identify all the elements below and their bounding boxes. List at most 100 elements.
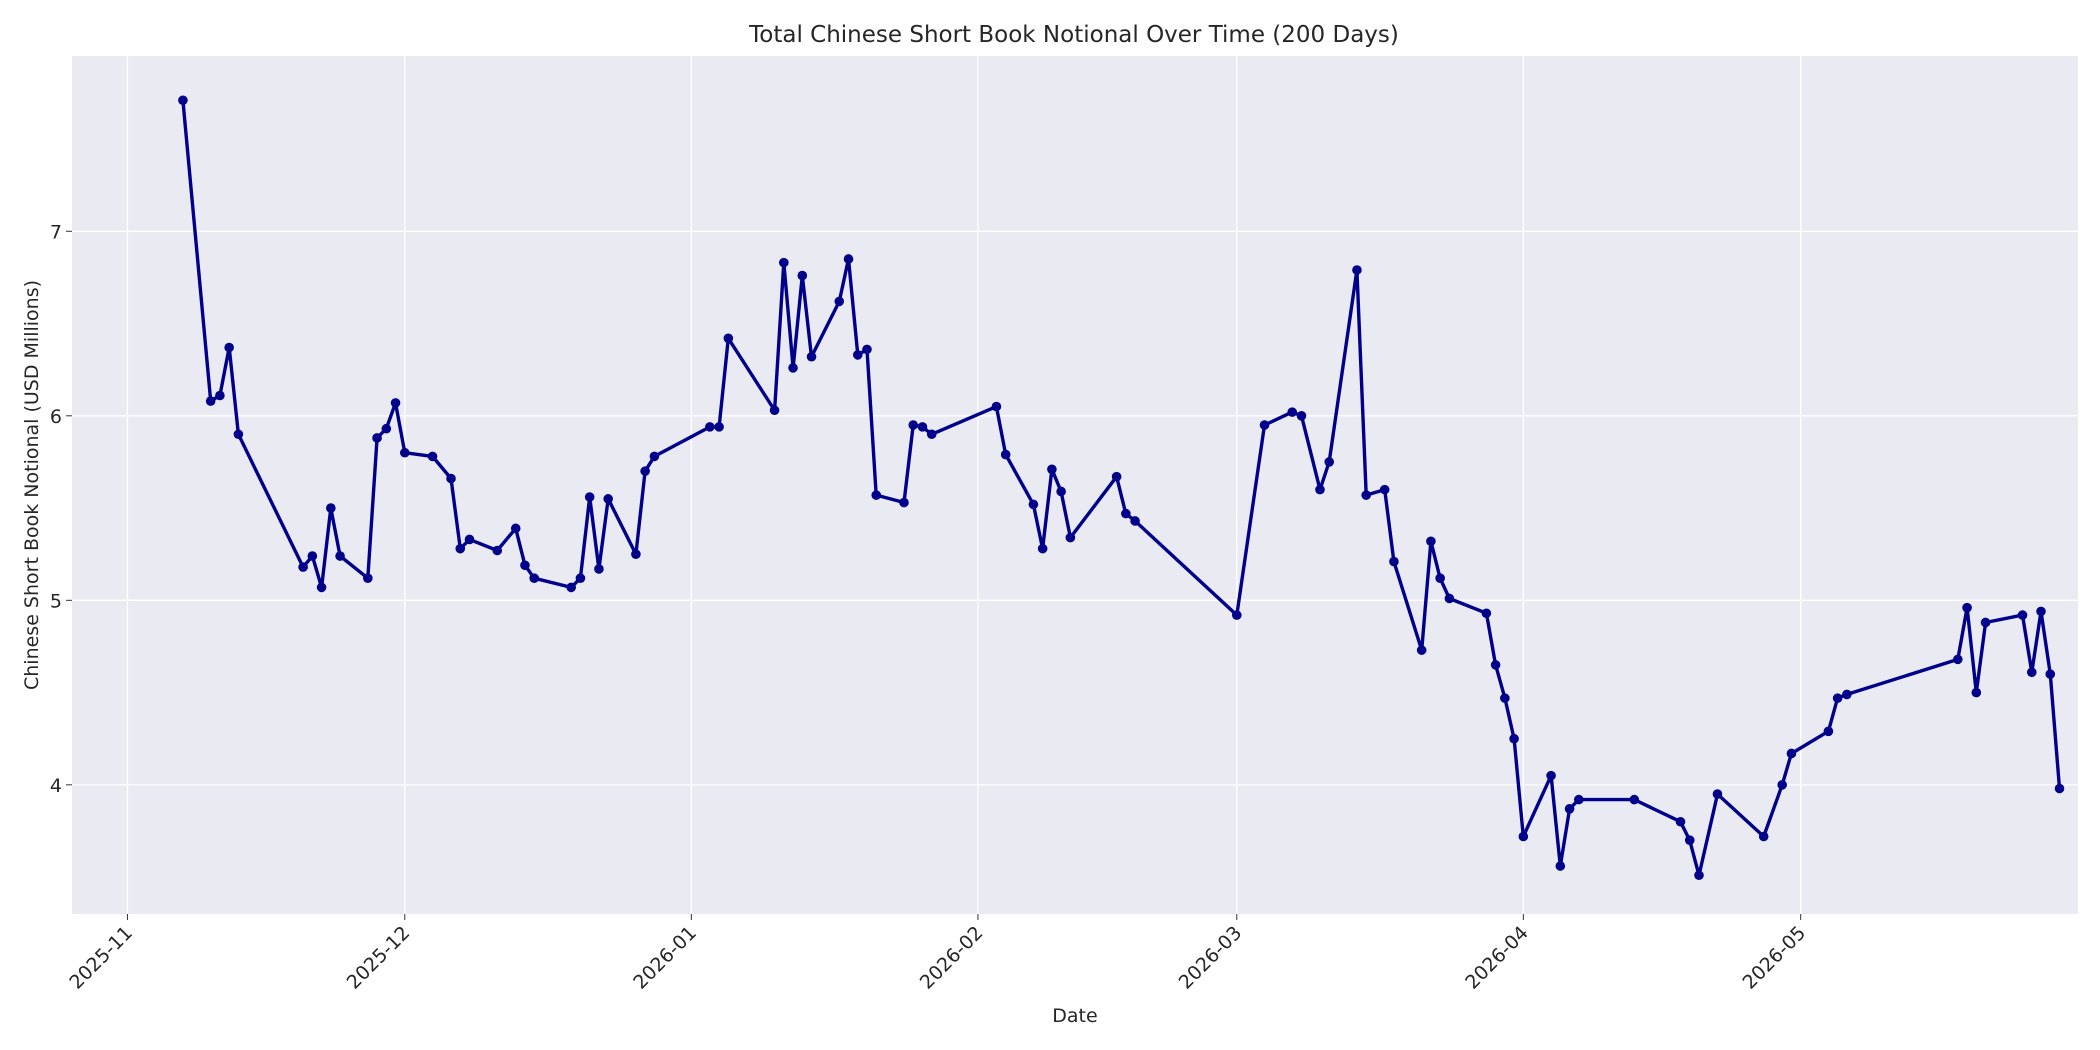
data-point: [1000, 449, 1011, 460]
data-point: [899, 497, 909, 508]
x-tick-label: 2025-11: [65, 922, 137, 994]
data-point: [797, 270, 808, 281]
x-axis-label: Date: [1052, 1005, 1097, 1027]
data-point: [1416, 645, 1427, 655]
data-point: [926, 429, 937, 440]
data-point: [566, 582, 576, 593]
data-point: [1564, 804, 1575, 814]
data-point: [1758, 831, 1769, 842]
data-series: [178, 95, 2065, 881]
y-axis-label: Chinese Short Book Notional (USD Million…: [21, 280, 43, 690]
data-point: [1056, 486, 1066, 497]
data-point: [649, 451, 660, 462]
data-point: [1426, 536, 1436, 547]
data-point: [1971, 687, 1982, 698]
data-point: [464, 534, 475, 545]
data-point: [1518, 831, 1529, 842]
data-point: [714, 422, 724, 432]
data-point: [1546, 770, 1556, 781]
data-point: [1315, 484, 1325, 495]
data-point: [1444, 593, 1455, 604]
data-point: [1684, 835, 1695, 845]
data-point: [1555, 861, 1566, 871]
data-point: [298, 562, 308, 572]
y-tick-label: 7: [50, 221, 62, 243]
data-point: [1028, 499, 1039, 510]
data-point: [631, 549, 641, 559]
data-point: [1842, 689, 1852, 700]
data-point: [1287, 407, 1298, 417]
data-point: [1832, 693, 1843, 703]
data-point: [1786, 748, 1797, 759]
y-tick-label: 5: [50, 590, 62, 612]
data-point: [1694, 870, 1704, 881]
data-point: [1953, 654, 1963, 665]
x-tick-label: 2026-04: [1461, 922, 1533, 994]
data-point: [205, 396, 216, 406]
data-point: [1509, 733, 1519, 744]
data-point: [1047, 464, 1057, 475]
data-point: [788, 363, 798, 373]
data-point: [381, 423, 392, 434]
data-point: [705, 422, 715, 432]
data-point: [1435, 573, 1445, 583]
data-point: [510, 523, 521, 534]
data-point: [1111, 471, 1122, 482]
data-point: [908, 420, 919, 430]
data-point: [2026, 667, 2037, 678]
data-point: [1379, 484, 1390, 495]
plot-area: [72, 56, 2078, 914]
data-point: [455, 543, 466, 554]
data-point: [603, 494, 613, 504]
data-point: [1980, 617, 1991, 628]
data-point: [446, 473, 456, 484]
data-point: [723, 333, 734, 344]
data-point: [363, 573, 373, 583]
data-point: [2045, 669, 2056, 679]
data-point: [834, 296, 845, 307]
data-point: [1574, 794, 1584, 805]
data-point: [640, 466, 650, 476]
data-point: [1823, 726, 1834, 737]
data-point: [1777, 780, 1787, 790]
data-point: [1481, 608, 1492, 619]
data-point: [1500, 693, 1510, 703]
data-point: [1675, 816, 1686, 827]
data-point: [852, 350, 863, 360]
data-point: [806, 351, 817, 362]
data-point: [1490, 660, 1501, 670]
x-tick-label: 2025-12: [343, 922, 415, 994]
x-tick-label: 2026-03: [1175, 922, 1247, 994]
data-point: [390, 398, 401, 408]
data-point: [575, 573, 586, 583]
data-point: [1629, 794, 1640, 805]
data-point: [1712, 789, 1723, 799]
data-point: [529, 573, 540, 583]
chart-title: Total Chinese Short Book Notional Over T…: [748, 22, 1399, 48]
x-tick-label: 2026-05: [1739, 922, 1811, 994]
data-point: [594, 564, 604, 574]
x-tick-label: 2026-01: [629, 922, 701, 994]
data-point: [991, 401, 1002, 412]
data-point: [1231, 610, 1242, 620]
data-point: [779, 257, 789, 268]
data-point: [215, 390, 225, 401]
data-point: [1121, 508, 1131, 519]
data-point: [326, 503, 336, 513]
data-point: [335, 551, 345, 561]
gridlines: [72, 56, 2078, 914]
data-point: [1389, 556, 1399, 567]
data-point: [862, 344, 872, 355]
data-point: [584, 492, 595, 502]
data-point: [1352, 265, 1362, 275]
data-point: [917, 422, 928, 432]
y-tick-label: 6: [50, 406, 62, 428]
data-point: [1259, 420, 1270, 430]
x-tick-label: 2026-02: [916, 922, 988, 994]
y-tick-label: 4: [50, 775, 62, 797]
data-point: [399, 447, 410, 458]
data-point: [871, 490, 882, 500]
data-point: [427, 451, 438, 462]
data-point: [1130, 516, 1140, 526]
